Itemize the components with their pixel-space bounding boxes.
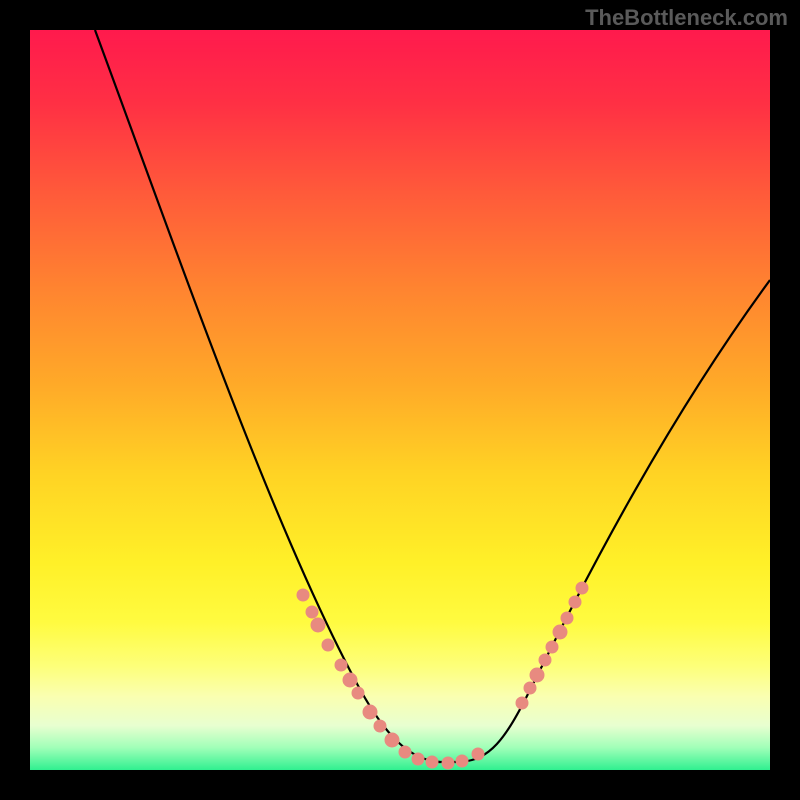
data-point — [322, 639, 334, 651]
data-point — [516, 697, 528, 709]
data-point — [311, 618, 325, 632]
data-point — [546, 641, 558, 653]
data-point — [352, 687, 364, 699]
data-point — [385, 733, 399, 747]
data-point — [539, 654, 551, 666]
plot-background — [30, 30, 770, 770]
data-point — [561, 612, 573, 624]
data-point — [363, 705, 377, 719]
chart-container: TheBottleneck.com — [0, 0, 800, 800]
data-point — [524, 682, 536, 694]
data-point — [472, 748, 484, 760]
data-point — [530, 668, 544, 682]
data-point — [343, 673, 357, 687]
data-point — [399, 746, 411, 758]
data-point — [442, 757, 454, 769]
data-point — [412, 753, 424, 765]
data-point — [426, 756, 438, 768]
data-point — [374, 720, 386, 732]
data-point — [576, 582, 588, 594]
data-point — [306, 606, 318, 618]
data-point — [335, 659, 347, 671]
data-point — [456, 755, 468, 767]
data-point — [297, 589, 309, 601]
data-point — [553, 625, 567, 639]
watermark-text: TheBottleneck.com — [585, 5, 788, 31]
data-point — [569, 596, 581, 608]
bottleneck-chart — [0, 0, 800, 800]
